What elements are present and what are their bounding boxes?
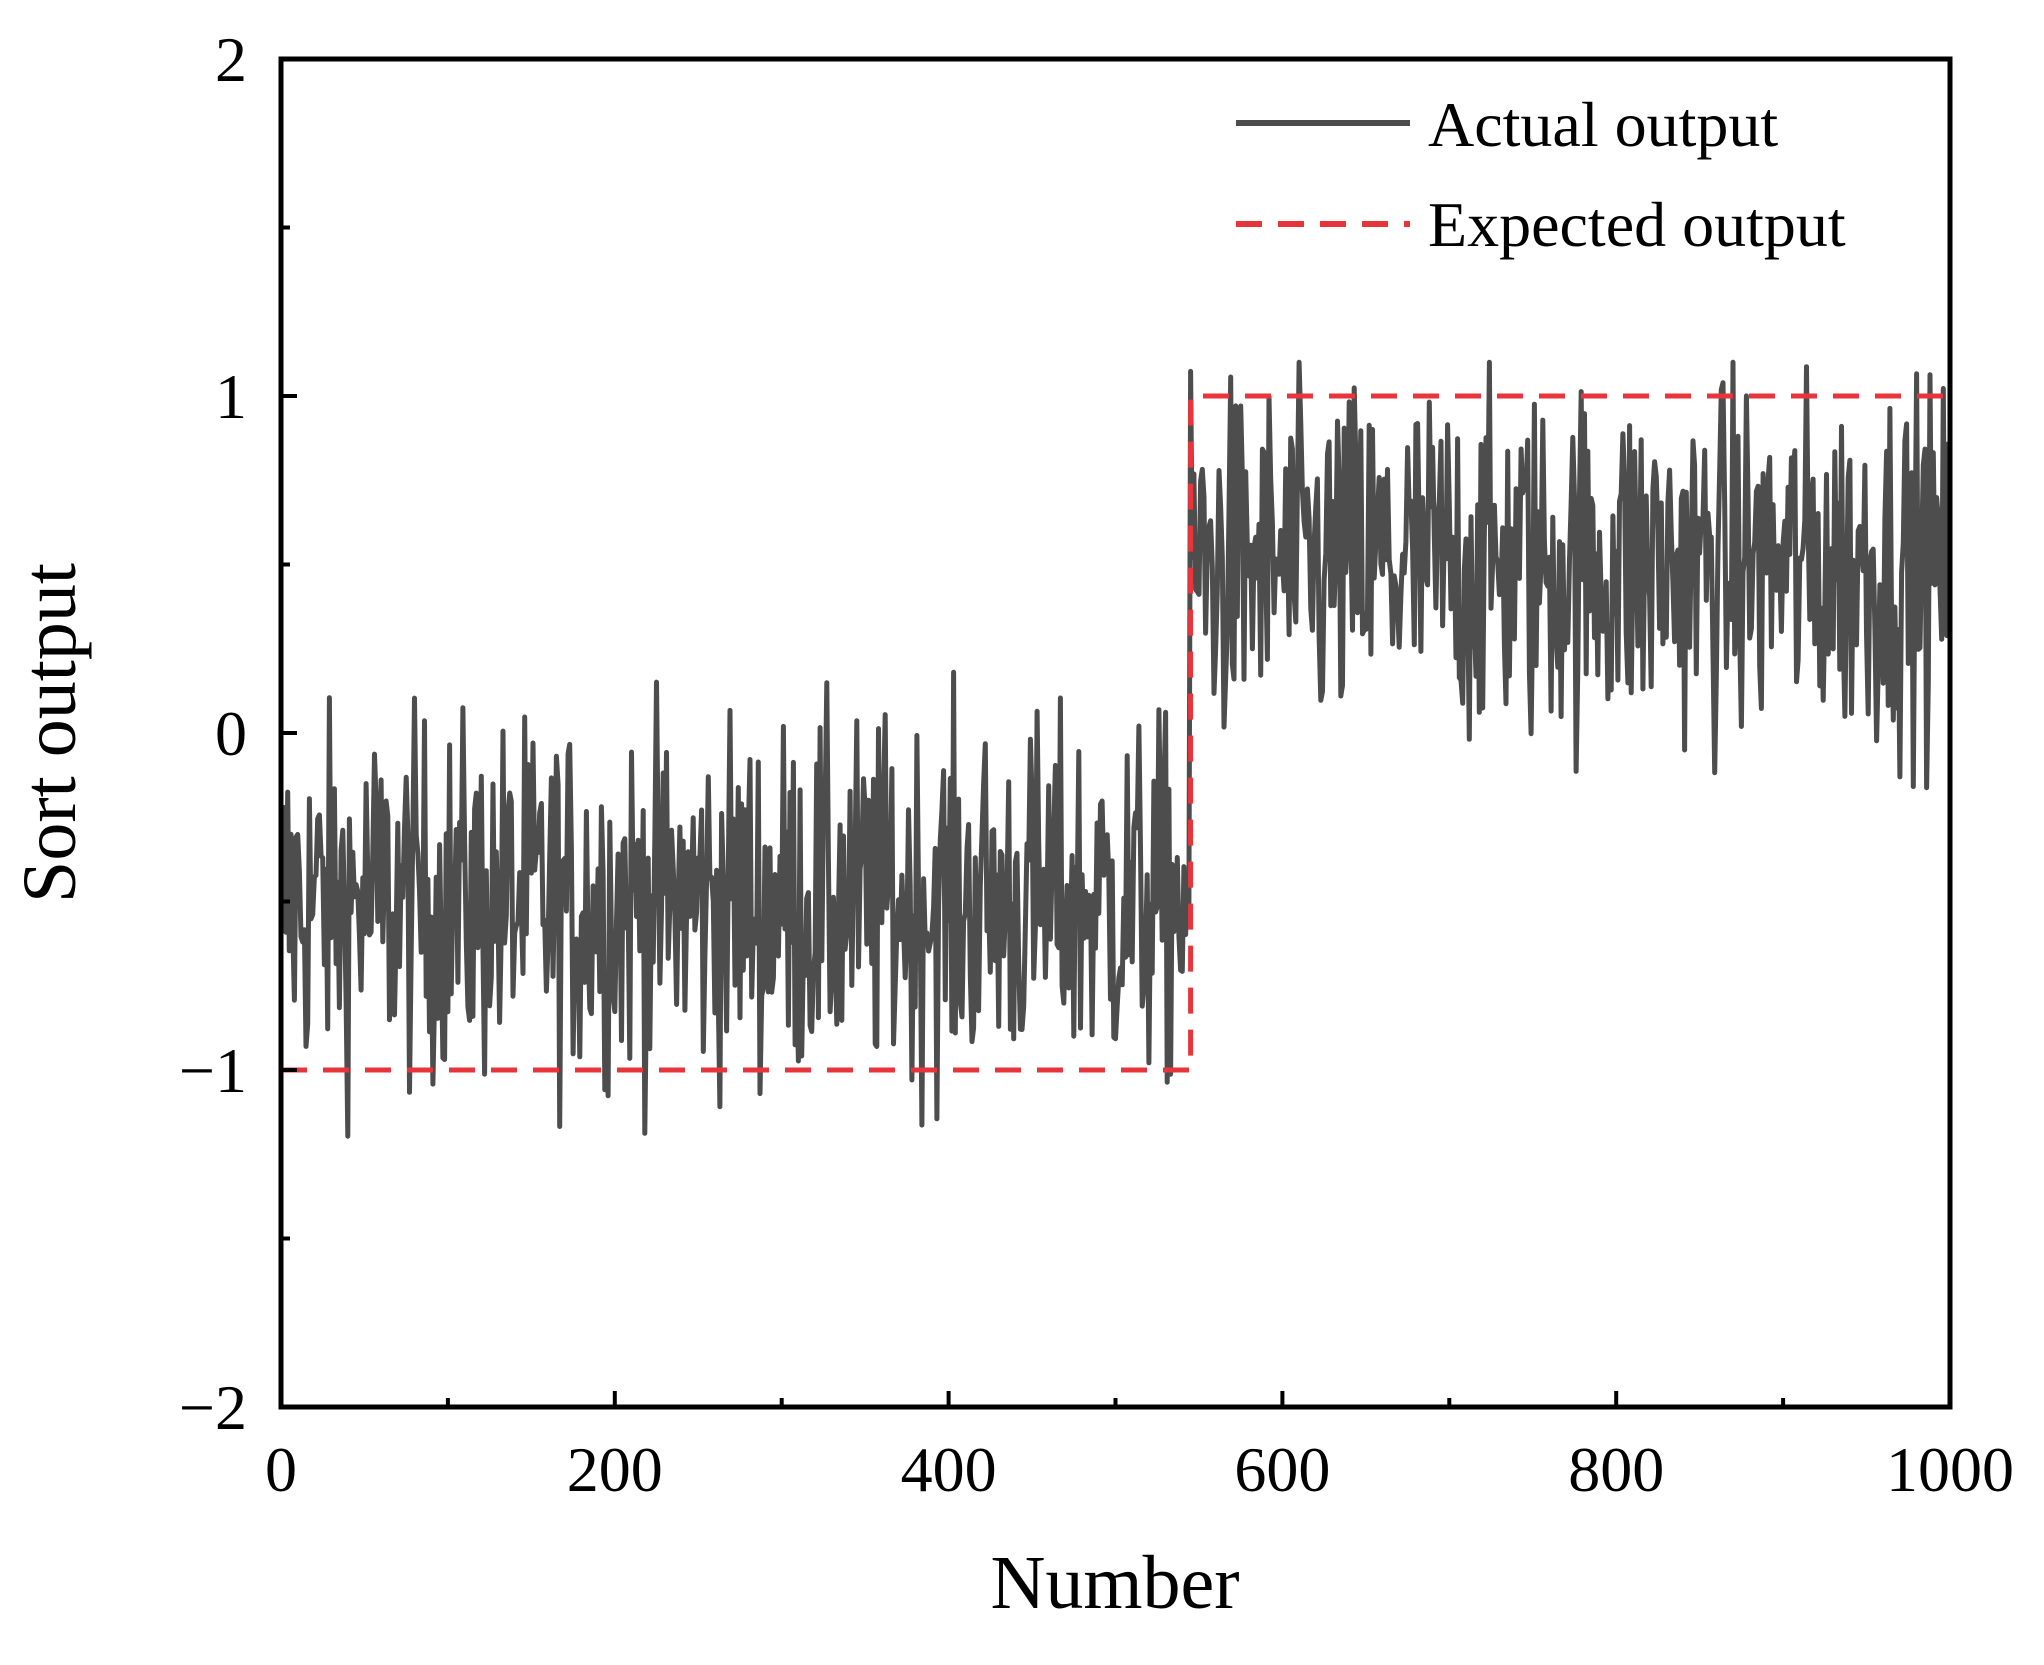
x-tick-label: 600: [1234, 1434, 1330, 1505]
x-axis-title: Number: [990, 1541, 1239, 1625]
y-tick-label: 2: [215, 24, 247, 95]
x-tick-label: 1000: [1886, 1434, 2014, 1505]
y-tick-label: −2: [179, 1372, 247, 1443]
plot-frame: [278, 56, 1953, 1410]
y-axis-title: Sort output: [8, 563, 92, 903]
labels-layer: 0 200 400 600 800 1000 −2 −1 0 1 2: [179, 24, 2014, 1505]
actual-output-line: [278, 359, 1951, 1139]
y-tick-label: 0: [215, 698, 247, 769]
y-tick-label: −1: [179, 1035, 247, 1106]
ticks-layer: [279, 57, 1952, 1409]
series-layer: [278, 359, 1951, 1139]
x-tick-label: 800: [1568, 1434, 1664, 1505]
legend: Actual output Expected output: [1236, 89, 1846, 260]
x-tick-label: 0: [265, 1434, 297, 1505]
y-tick-label: 1: [215, 361, 247, 432]
legend-expected-label: Expected output: [1428, 189, 1846, 260]
x-tick-label: 200: [567, 1434, 663, 1505]
legend-actual-label: Actual output: [1428, 89, 1778, 160]
x-tick-label: 400: [901, 1434, 997, 1505]
